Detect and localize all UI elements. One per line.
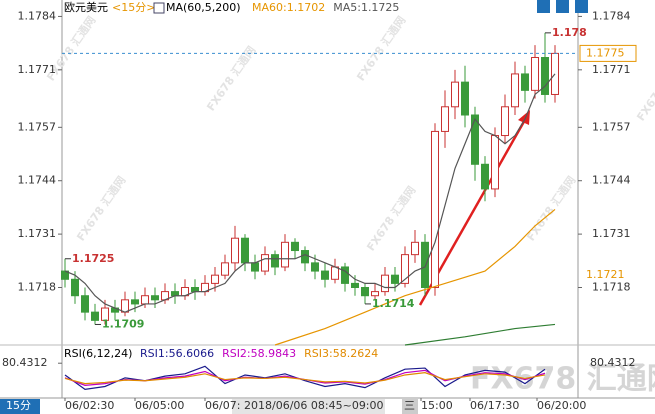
candle-body — [521, 73, 529, 91]
candle-body — [471, 114, 479, 165]
cursor-label: 2018/06/06 08:45~09:00 — [244, 399, 384, 412]
weekday-box — [402, 399, 418, 414]
legend-entry: MA5:1.1725 — [333, 1, 399, 14]
candle-body — [281, 241, 289, 268]
candle-body — [261, 254, 269, 272]
candle-body — [371, 291, 379, 297]
candle-body — [211, 274, 219, 284]
candle-body — [291, 241, 299, 252]
weekday-label: 三 — [404, 399, 415, 412]
candle-body — [221, 262, 229, 276]
annotation: 1.1714 — [372, 297, 415, 310]
candle-body — [311, 262, 319, 272]
y2-tick-label: 1.1784 — [592, 9, 631, 22]
legend-entry: MA60:1.1702 — [252, 1, 325, 14]
candle-body — [501, 106, 509, 137]
candle-body — [251, 262, 259, 272]
candle-body — [421, 241, 429, 288]
y-tick-label: 1.1718 — [18, 281, 57, 294]
candle-body — [451, 81, 459, 108]
y-tick-label: 80.4312 — [2, 356, 48, 369]
candle-body — [391, 274, 399, 284]
tool-button[interactable] — [537, 0, 550, 13]
indicator-icon[interactable] — [153, 2, 165, 14]
annotation: 1.1709 — [102, 317, 144, 330]
header: 欧元美元 <15分> MA(60,5,200) — [64, 1, 241, 14]
candle-body — [91, 311, 99, 321]
candle-body — [531, 57, 539, 91]
x-tick-label: 15:00 — [421, 399, 453, 412]
x-tick-label: 06/02:30 — [65, 399, 114, 412]
y2-tick-label: 1.1718 — [592, 281, 631, 294]
candle-body — [411, 241, 419, 256]
candle-body — [441, 106, 449, 132]
period: <15分> — [112, 1, 155, 14]
candle-body — [361, 287, 369, 297]
candle-body — [431, 130, 439, 288]
candle-body — [481, 163, 489, 190]
tool-button[interactable] — [575, 0, 588, 13]
y-tick-label: 1.1757 — [18, 120, 57, 133]
legend-entry: RSI3:58.2624 — [304, 347, 378, 360]
period-button-label[interactable]: 15分 — [6, 399, 31, 412]
candle-body — [301, 250, 309, 264]
annotation: 1.1725 — [72, 252, 114, 265]
x-tick-label: 06/17:30 — [470, 399, 519, 412]
title: 欧元美元 — [64, 1, 108, 14]
candle-body — [331, 266, 339, 280]
y2-tick-label: 1.1757 — [592, 120, 631, 133]
last-price-label: 1.1775 — [586, 46, 625, 59]
candle-body — [171, 291, 179, 297]
y-tick-label: 1.1731 — [18, 227, 57, 240]
legend-entry: RSI1:56.6066 — [140, 347, 214, 360]
legend-entry: RSI2:58.9843 — [222, 347, 296, 360]
y-tick-label: 1.1784 — [18, 9, 57, 22]
candle-body — [491, 135, 499, 190]
candle-body — [401, 254, 409, 284]
candle-body — [351, 282, 359, 288]
y-tick-label: 1.1771 — [18, 63, 57, 76]
annotation: 1.178 — [552, 26, 587, 39]
ma60-right-label: 1.1721 — [586, 268, 625, 281]
candle-body — [151, 295, 159, 301]
cursor-label-box — [232, 399, 385, 414]
candle-body — [341, 266, 349, 284]
x-tick-label: 06/07: — [205, 399, 240, 412]
series-line — [64, 372, 546, 385]
candle-body — [321, 270, 329, 280]
candle-body — [241, 237, 249, 264]
logo-watermark: FX678 汇通网 — [470, 362, 655, 397]
candle-body — [271, 254, 279, 268]
toolbar — [537, 0, 588, 13]
period-button[interactable] — [0, 399, 40, 414]
candle-body — [131, 299, 139, 305]
y2-tick-label: 80.4312 — [590, 356, 636, 369]
y-tick-label: 1.1744 — [18, 174, 57, 187]
rsi-title: RSI(6,12,24) — [64, 347, 132, 360]
indicator: MA(60,5,200) — [166, 1, 241, 14]
candle-body — [191, 287, 199, 293]
tool-button[interactable] — [556, 0, 569, 13]
candle-body — [121, 299, 129, 313]
candle-body — [511, 73, 519, 108]
series-line — [274, 209, 556, 346]
candle-body — [541, 57, 549, 95]
last-price-box — [579, 44, 637, 62]
candle-body — [381, 274, 389, 293]
candle-body — [141, 295, 149, 305]
candle-body — [231, 237, 239, 264]
x-tick-label: 06/05:00 — [135, 399, 184, 412]
series-line — [404, 323, 556, 346]
candle-body — [81, 295, 89, 313]
candle-body — [101, 307, 109, 321]
y2-tick-label: 1.1771 — [592, 63, 631, 76]
series-line — [64, 73, 556, 313]
candle-body — [71, 278, 79, 297]
y2-tick-label: 1.1744 — [592, 174, 631, 187]
x-tick-label: 06/20:00 — [537, 399, 586, 412]
candle-body — [461, 81, 469, 116]
y2-tick-label: 1.1731 — [592, 227, 631, 240]
